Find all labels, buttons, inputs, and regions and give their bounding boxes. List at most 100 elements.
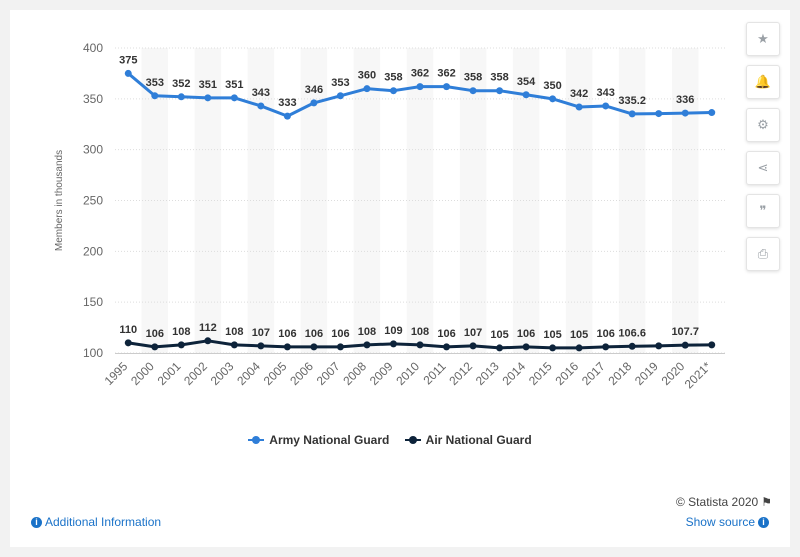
cite-button[interactable]: ❞ <box>746 194 780 228</box>
data-point <box>575 103 583 111</box>
data-point <box>363 341 371 349</box>
favorite-button[interactable]: ★ <box>746 22 780 56</box>
data-point <box>230 341 238 349</box>
sidebar-toolbar: ★ 🔔 ⚙ ⋖ ❞ ⎙ <box>746 22 780 280</box>
data-point <box>628 110 636 118</box>
y-tick-label: 250 <box>83 194 103 208</box>
notification-button[interactable]: 🔔 <box>746 65 780 99</box>
data-label: 350 <box>543 80 561 92</box>
share-button[interactable]: ⋖ <box>746 151 780 185</box>
data-point <box>336 92 344 100</box>
column-band <box>565 48 593 353</box>
data-label: 375 <box>119 54 137 66</box>
data-point <box>283 112 291 120</box>
data-label: 333 <box>278 97 296 109</box>
x-tick-label: 2008 <box>340 359 369 388</box>
series-0: 375 353 352 351 351 343 333 346 353 360 358 362 362 3… <box>119 54 716 120</box>
data-point <box>230 94 238 102</box>
data-label: 108 <box>172 326 190 338</box>
data-label: 108 <box>225 326 243 338</box>
data-label: 107 <box>464 327 482 339</box>
y-tick-label: 200 <box>83 244 103 258</box>
data-point <box>469 87 477 95</box>
x-tick-label: 2017 <box>579 359 608 388</box>
y-tick-label: 400 <box>83 41 103 55</box>
data-label: 105 <box>490 329 508 341</box>
data-point <box>389 87 397 95</box>
data-point <box>522 343 530 351</box>
x-tick-label: 2005 <box>261 359 290 388</box>
data-point <box>496 344 504 352</box>
info-icon: i <box>758 517 769 529</box>
x-tick-label: 1995 <box>102 359 131 388</box>
additional-information-label: Additional Information <box>45 515 162 529</box>
chart-card: 100 150 200 250 300 350 400 1995 2000 2001 2002 200… <box>10 10 790 547</box>
x-tick-label: 2012 <box>446 359 475 388</box>
x-tick-label: 2018 <box>606 359 635 388</box>
data-label: 106 <box>331 328 349 340</box>
credits[interactable]: © Statista 2020 ⚑ <box>676 495 772 509</box>
data-point <box>389 340 397 348</box>
show-source-label: Show source <box>685 515 755 529</box>
y-tick-label: 150 <box>83 295 103 309</box>
info-icon: i <box>31 517 42 529</box>
show-source-link[interactable]: Show source i <box>686 515 772 529</box>
data-label: 353 <box>331 77 349 89</box>
x-tick-label: 2001 <box>155 359 184 388</box>
data-label: 362 <box>437 68 455 80</box>
data-label: 108 <box>411 326 429 338</box>
data-label: 358 <box>490 72 508 84</box>
data-point <box>469 342 477 350</box>
data-label: 351 <box>199 79 217 91</box>
data-label: 335.2 <box>618 95 646 107</box>
data-label: 105 <box>570 329 588 341</box>
data-label: 105 <box>543 329 561 341</box>
data-point <box>177 93 185 101</box>
y-tick-label: 100 <box>83 346 103 360</box>
additional-information-link[interactable]: i Additional Information <box>28 515 161 529</box>
gear-icon: ⚙ <box>757 117 769 132</box>
quote-icon: ❞ <box>759 203 767 218</box>
data-label: 106 <box>437 328 455 340</box>
legend-item-army[interactable]: Army National Guard <box>248 433 389 447</box>
data-label: 107 <box>252 327 270 339</box>
data-point <box>443 83 451 91</box>
settings-button[interactable]: ⚙ <box>746 108 780 142</box>
data-label: 110 <box>119 324 137 336</box>
print-icon: ⎙ <box>757 246 769 261</box>
x-tick-label: 2015 <box>526 359 555 388</box>
data-point <box>416 341 424 349</box>
data-label: 107.7 <box>671 326 699 338</box>
data-point <box>257 342 265 350</box>
x-tick-label: 2013 <box>473 359 502 388</box>
line-chart: 1001502002503003504001995200020012002200… <box>54 41 725 391</box>
column-band <box>406 48 434 353</box>
data-point <box>708 109 716 117</box>
data-label: 106 <box>278 328 296 340</box>
data-point <box>177 341 185 349</box>
print-button[interactable]: ⎙ <box>746 237 780 271</box>
data-point <box>151 343 159 351</box>
data-point <box>522 91 530 99</box>
data-point <box>655 110 663 118</box>
series-1: 110 106 108 112 108 107 106 106 106 108 109 108 106 1… <box>119 322 716 352</box>
data-point <box>124 69 132 77</box>
data-label: 106 <box>596 328 614 340</box>
data-point <box>310 99 318 107</box>
x-tick-label: 2014 <box>499 359 528 388</box>
x-tick-label: 2006 <box>287 359 316 388</box>
star-icon: ★ <box>757 31 769 46</box>
data-label: 106 <box>146 328 164 340</box>
data-label: 358 <box>464 72 482 84</box>
legend-swatch-air <box>404 436 421 444</box>
data-point <box>602 102 610 110</box>
x-tick-label: 2016 <box>552 359 581 388</box>
data-point <box>443 343 451 351</box>
data-label: 352 <box>172 78 190 90</box>
y-tick-label: 300 <box>83 143 103 157</box>
legend-item-air[interactable]: Air National Guard <box>404 433 532 447</box>
data-label: 343 <box>596 87 614 99</box>
legend-swatch-army <box>248 436 265 444</box>
data-label: 351 <box>225 79 243 91</box>
data-point <box>496 87 504 95</box>
